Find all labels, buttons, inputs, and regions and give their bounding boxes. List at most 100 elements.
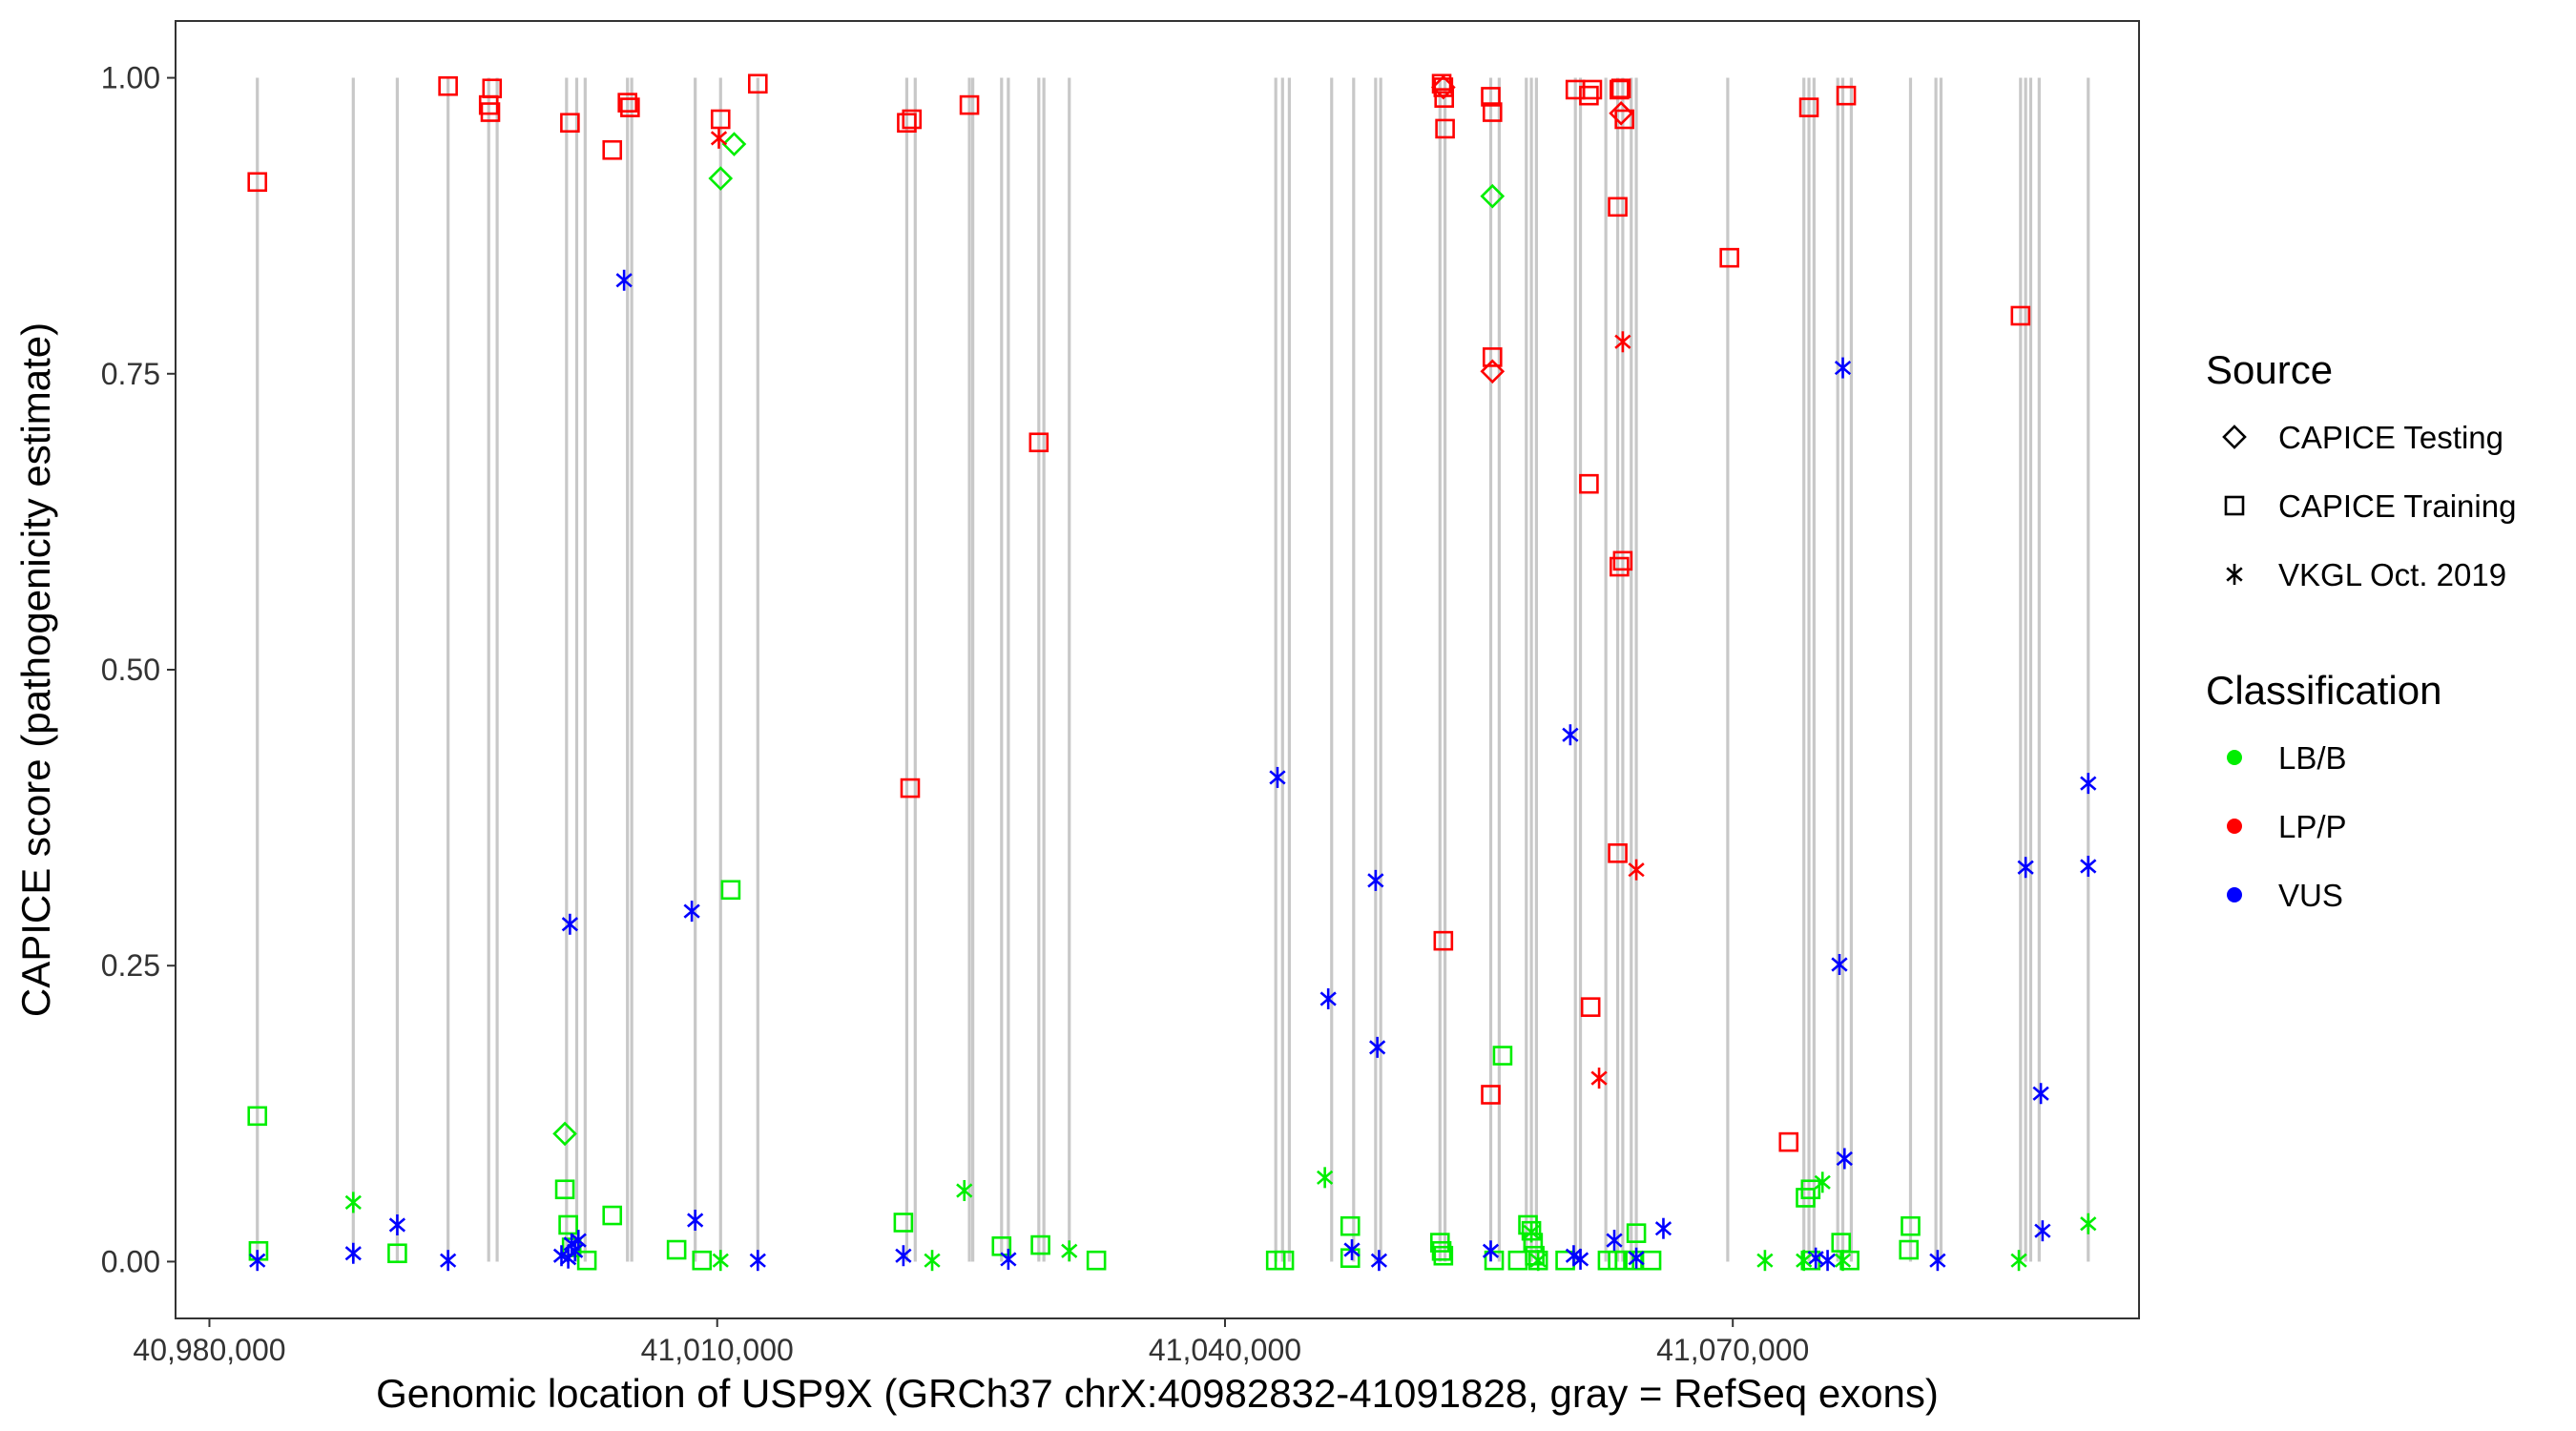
legend-label: LP/P [2278,809,2347,844]
legend-key-square [2224,495,2245,516]
y-tick-label: 1.00 [101,61,160,95]
data-point-square [1482,102,1503,122]
data-point-asterisk [2017,857,2034,879]
data-point-square [482,78,503,99]
data-point-square [893,1213,914,1233]
data-point-asterisk [1796,1250,1813,1272]
data-point-square [1610,78,1631,99]
data-point-square [720,880,741,901]
data-point-asterisk [1834,357,1852,379]
data-point-asterisk [1814,1172,1831,1193]
data-point-asterisk [1606,1230,1623,1252]
data-point-square [554,1179,575,1200]
legend-key-dot [2227,819,2242,834]
data-point-square [1836,85,1857,106]
data-point-square [1899,1239,1920,1260]
data-point-asterisk [1654,1217,1672,1239]
data-point-asterisk [1061,1240,1078,1262]
data-point-asterisk [1000,1248,1017,1270]
data-point-asterisk [344,1242,362,1264]
data-point-square [1901,1215,1921,1236]
data-point-square [1431,1240,1452,1261]
data-point-asterisk [2010,1250,2027,1272]
data-point-square [900,778,921,798]
legend-key-asterisk [2226,564,2243,585]
data-point-asterisk [1929,1250,1946,1272]
data-point-square [1623,1250,1643,1271]
data-point-asterisk [895,1245,912,1267]
legend: Source CAPICE Testing CAPICE Training VKGL … [2206,347,2516,913]
data-point-square [1778,1131,1799,1152]
legend-label: CAPICE Training [2278,488,2516,524]
data-point-asterisk [1756,1250,1774,1272]
data-point-square [1610,556,1630,577]
legend-label: CAPICE Testing [2278,420,2503,455]
data-point-square [247,1106,268,1127]
x-tick-label: 40,980,000 [133,1333,285,1367]
data-point-square [692,1250,713,1271]
data-point-asterisk [2080,773,2097,795]
x-tick-label: 41,040,000 [1149,1333,1301,1367]
data-point-square [1719,247,1739,268]
data-point-square [1434,88,1455,108]
data-point-asterisk [1818,1250,1837,1272]
y-axis-title: CAPICE score (pathogenicity estimate) [13,322,58,1017]
data-point-diamond [1480,359,1506,384]
data-point-square [1612,550,1633,571]
data-point-asterisk [1343,1239,1361,1261]
legend-key-dot [2227,887,2242,902]
data-point-asterisk [1529,1250,1547,1272]
data-point-square [710,109,731,130]
data-point-square [1492,1046,1513,1066]
data-points [247,73,2097,1272]
data-point-square [959,94,980,115]
legend-label: VKGL Oct. 2019 [2278,557,2506,592]
data-point-square [247,172,268,193]
data-point-diamond [721,132,747,156]
data-point-square [1030,1234,1050,1255]
x-tick-label: 41,010,000 [641,1333,794,1367]
legend-label: LB/B [2278,740,2347,776]
data-point-square [1086,1250,1107,1271]
data-point-square [1433,77,1454,97]
data-point-square [602,139,623,160]
legend-key-diamond [2222,425,2247,449]
data-point-diamond [552,1121,577,1147]
data-point-asterisk [615,269,633,291]
data-point-asterisk [2080,1213,2097,1234]
data-point-square [1579,85,1599,106]
data-point-asterisk [1369,1036,1386,1058]
data-point-asterisk [1628,859,1645,881]
data-point-square [1582,79,1603,100]
y-tick-label: 0.00 [101,1244,160,1278]
data-point-asterisk [1523,1221,1540,1243]
data-point-asterisk [1482,1240,1500,1262]
data-point-asterisk [749,1250,766,1272]
data-point-asterisk [924,1250,941,1272]
data-point-asterisk [710,127,728,149]
data-point-asterisk [712,1250,729,1272]
data-point-diamond [1609,100,1633,126]
data-point-diamond [1480,183,1506,209]
data-point-asterisk [1319,987,1337,1009]
data-point-asterisk [388,1213,406,1235]
data-point-asterisk [1562,724,1579,746]
data-point-square [1484,1250,1505,1271]
data-point-asterisk [561,913,578,935]
data-point-square [1798,97,1819,117]
data-point-asterisk [956,1179,973,1201]
exon-lines [256,77,2090,1262]
data-point-square [560,113,580,134]
data-point-asterisk [249,1250,266,1272]
data-point-square [387,1243,407,1264]
x-tick-label: 41,070,000 [1656,1333,1809,1367]
data-point-asterisk [1831,953,1848,975]
data-point-square [1641,1250,1662,1271]
data-point-square [620,97,640,117]
data-point-square [902,109,923,130]
data-point-asterisk [1370,1250,1388,1272]
data-point-square [1340,1215,1361,1236]
data-point-asterisk [1571,1248,1589,1270]
data-point-square [438,75,458,96]
